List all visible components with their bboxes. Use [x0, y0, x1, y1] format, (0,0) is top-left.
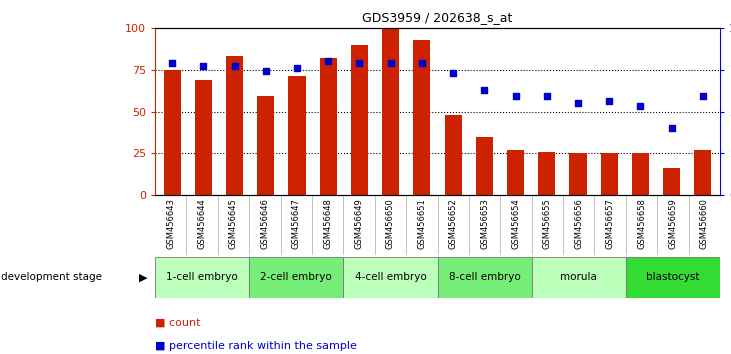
Text: blastocyst: blastocyst — [646, 272, 700, 282]
Text: 8-cell embryo: 8-cell embryo — [449, 272, 520, 282]
Bar — [663, 168, 681, 195]
Point — [167, 60, 178, 66]
Point — [603, 99, 615, 104]
Bar — [531, 257, 626, 298]
Bar — [632, 153, 649, 195]
Point — [479, 87, 491, 93]
Bar — [626, 257, 720, 298]
Text: GSM456657: GSM456657 — [606, 198, 615, 249]
Point — [197, 64, 209, 69]
Text: GSM456655: GSM456655 — [543, 198, 552, 249]
Bar — [694, 150, 711, 195]
Bar — [437, 257, 531, 298]
Text: GSM456650: GSM456650 — [386, 198, 395, 249]
Text: GSM456643: GSM456643 — [166, 198, 175, 249]
Text: GSM456645: GSM456645 — [229, 198, 238, 249]
Text: GSM456651: GSM456651 — [417, 198, 426, 249]
Bar — [155, 257, 249, 298]
Text: GSM456646: GSM456646 — [260, 198, 269, 249]
Text: GSM456648: GSM456648 — [323, 198, 332, 249]
Text: morula: morula — [561, 272, 597, 282]
Text: 2-cell embryo: 2-cell embryo — [260, 272, 332, 282]
Text: development stage: development stage — [1, 272, 102, 282]
Text: ▶: ▶ — [139, 272, 148, 282]
Point — [416, 60, 428, 66]
Text: GSM456652: GSM456652 — [449, 198, 458, 249]
Text: ■ count: ■ count — [155, 318, 200, 328]
Bar — [569, 153, 586, 195]
Point — [229, 64, 240, 69]
Point — [291, 65, 303, 71]
Bar — [164, 70, 181, 195]
Point — [322, 58, 334, 64]
Bar — [507, 150, 524, 195]
Bar — [382, 28, 399, 195]
Point — [541, 94, 553, 99]
Bar — [194, 80, 212, 195]
Point — [666, 125, 678, 131]
Point — [385, 60, 396, 66]
Bar — [249, 257, 344, 298]
Bar — [413, 40, 431, 195]
Text: GSM456656: GSM456656 — [575, 198, 583, 249]
Point — [572, 100, 584, 106]
Text: 1-cell embryo: 1-cell embryo — [166, 272, 238, 282]
Text: GSM456647: GSM456647 — [292, 198, 300, 249]
Text: ■ percentile rank within the sample: ■ percentile rank within the sample — [155, 341, 357, 351]
Text: GSM456644: GSM456644 — [197, 198, 207, 249]
Text: GSM456654: GSM456654 — [512, 198, 520, 249]
Bar — [351, 45, 368, 195]
Bar — [226, 56, 243, 195]
Text: GSM456660: GSM456660 — [700, 198, 709, 249]
Bar — [289, 76, 306, 195]
Text: GSM456658: GSM456658 — [637, 198, 646, 249]
Bar — [257, 97, 274, 195]
Point — [510, 94, 521, 99]
Bar — [344, 257, 437, 298]
Bar — [319, 58, 337, 195]
Bar — [476, 137, 493, 195]
Point — [697, 94, 708, 99]
Text: GSM456659: GSM456659 — [668, 198, 678, 249]
Point — [260, 69, 272, 74]
Title: GDS3959 / 202638_s_at: GDS3959 / 202638_s_at — [363, 11, 512, 24]
Point — [635, 104, 646, 109]
Point — [447, 70, 459, 76]
Text: 4-cell embryo: 4-cell embryo — [355, 272, 426, 282]
Bar — [538, 152, 556, 195]
Point — [354, 60, 366, 66]
Text: GSM456649: GSM456649 — [355, 198, 363, 249]
Bar — [601, 153, 618, 195]
Text: GSM456653: GSM456653 — [480, 198, 489, 249]
Bar — [444, 115, 462, 195]
